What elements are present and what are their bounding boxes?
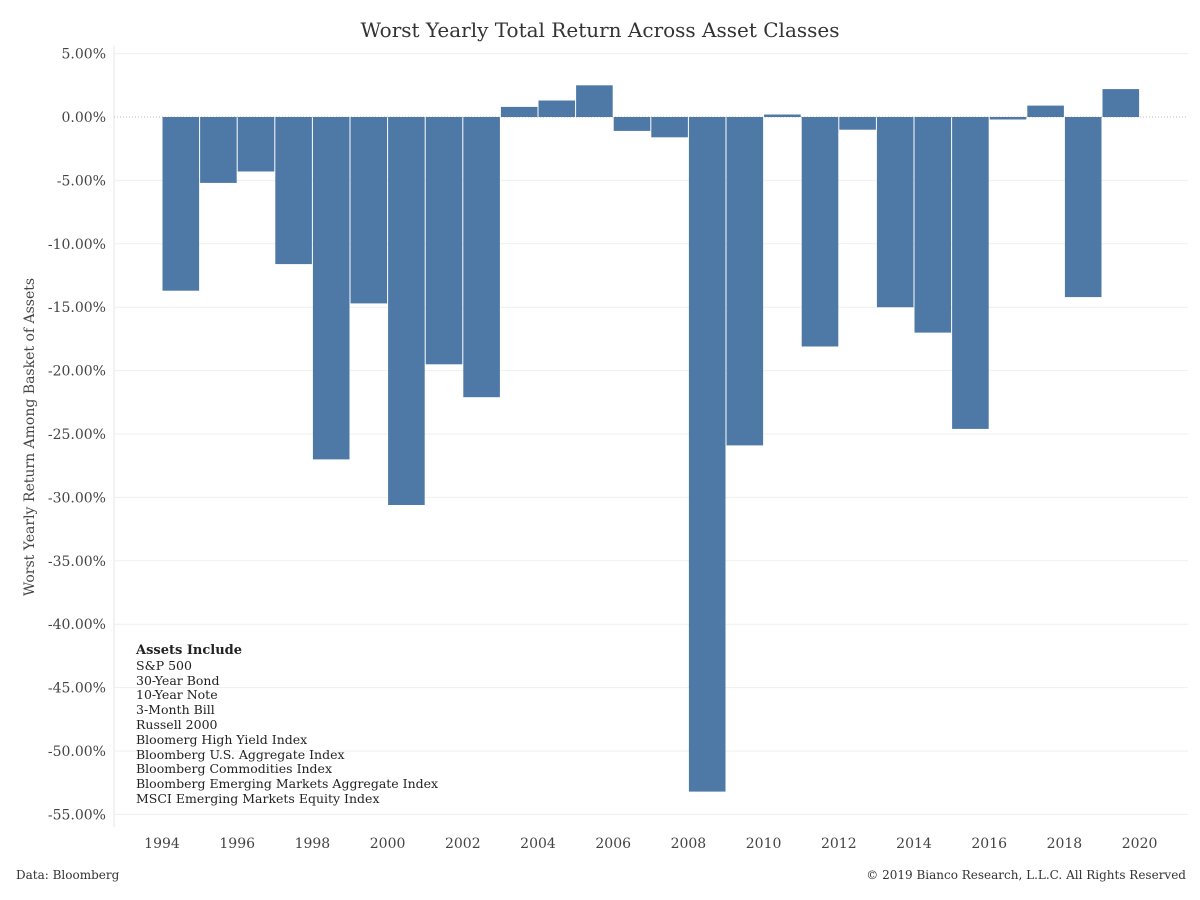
bar-2001 xyxy=(425,117,463,365)
y-tick-label: -20.00% xyxy=(48,364,106,380)
x-tick-label: 1998 xyxy=(295,836,331,852)
x-tick-label: 1996 xyxy=(219,836,255,852)
bars xyxy=(162,85,1140,792)
y-tick-label: -25.00% xyxy=(48,427,106,443)
x-tick-label: 2000 xyxy=(370,836,406,852)
bar-2005 xyxy=(576,85,613,117)
x-tick-label: 2002 xyxy=(445,836,481,852)
bar-2012 xyxy=(839,117,876,130)
bar-2019 xyxy=(1102,89,1140,117)
legend-item: Russell 2000 xyxy=(136,716,218,732)
y-tick-label: -15.00% xyxy=(48,300,106,316)
bar-1998 xyxy=(312,117,350,460)
bar-2002 xyxy=(463,117,500,398)
chart-title: Worst Yearly Total Return Across Asset C… xyxy=(360,18,840,42)
y-axis-label: Worst Yearly Return Among Basket of Asse… xyxy=(22,278,38,596)
y-tick-label: 0.00% xyxy=(62,110,106,126)
bar-1994 xyxy=(162,117,200,291)
y-tick-label: -10.00% xyxy=(48,237,106,253)
legend-item: S&P 500 xyxy=(136,657,192,673)
x-tick-label: 2010 xyxy=(746,836,782,852)
x-tick-label: 2008 xyxy=(671,836,707,852)
y-tick-label: -40.00% xyxy=(48,617,106,633)
bar-2008 xyxy=(688,117,726,792)
bar-2010 xyxy=(764,114,801,117)
legend-item: 30-Year Bond xyxy=(136,672,220,688)
x-tick-label: 2006 xyxy=(595,836,631,852)
bar-2004 xyxy=(538,100,576,117)
legend-item: Bloomerg High Yield Index xyxy=(136,731,308,747)
bar-2014 xyxy=(914,117,952,333)
bar-2016 xyxy=(989,117,1027,120)
x-tick-label: 1994 xyxy=(144,836,180,852)
x-tick-label: 2020 xyxy=(1122,836,1158,852)
y-tick-label: -5.00% xyxy=(57,173,106,189)
bar-2000 xyxy=(388,117,425,505)
legend-item: Bloomberg U.S. Aggregate Index xyxy=(136,746,345,762)
x-axis: 1994 1996 1998 2000 2002 2004 2006 2008 2010 2012… xyxy=(144,836,1157,852)
data-source-note: Data: Bloomberg xyxy=(16,868,120,882)
legend-item: Bloomberg Commodities Index xyxy=(136,761,333,777)
bar-2011 xyxy=(801,117,839,347)
bar-1997 xyxy=(275,117,312,265)
bar-2006 xyxy=(613,117,651,131)
legend-item: 3-Month Bill xyxy=(136,702,215,718)
y-tick-label: -30.00% xyxy=(48,490,106,506)
x-tick-label: 2016 xyxy=(971,836,1007,852)
x-tick-label: 2012 xyxy=(821,836,857,852)
x-tick-label: 2004 xyxy=(520,836,556,852)
bar-2018 xyxy=(1064,117,1102,298)
legend-item: MSCI Emerging Markets Equity Index xyxy=(136,790,380,806)
bar-2015 xyxy=(952,117,989,429)
bar-1995 xyxy=(200,117,237,183)
legend-item: 10-Year Note xyxy=(136,687,218,703)
assets-legend: Assets Include S&P 500 30-Year Bond 10-Y… xyxy=(136,643,439,807)
legend-heading: Assets Include xyxy=(136,643,243,658)
y-tick-label: 5.00% xyxy=(62,47,106,63)
x-tick-label: 2014 xyxy=(896,836,932,852)
bar-2013 xyxy=(876,117,914,308)
legend-item: Bloomberg Emerging Markets Aggregate Ind… xyxy=(136,776,439,792)
y-tick-label: -50.00% xyxy=(48,744,106,760)
y-tick-label: -45.00% xyxy=(48,681,106,697)
y-tick-label: -55.00% xyxy=(48,807,106,823)
x-tick-label: 2018 xyxy=(1047,836,1083,852)
bar-2003 xyxy=(500,106,538,117)
bar-2017 xyxy=(1027,105,1064,117)
copyright-note: © 2019 Bianco Research, L.L.C. All Right… xyxy=(866,868,1186,882)
bar-2009 xyxy=(726,117,764,446)
bar-1996 xyxy=(237,117,275,172)
bar-1999 xyxy=(350,117,388,304)
y-axis: 5.00% 0.00% -5.00% -10.00% -15.00% -20.00% -25… xyxy=(48,47,106,824)
bar-2007 xyxy=(651,117,688,138)
y-tick-label: -35.00% xyxy=(48,554,106,570)
